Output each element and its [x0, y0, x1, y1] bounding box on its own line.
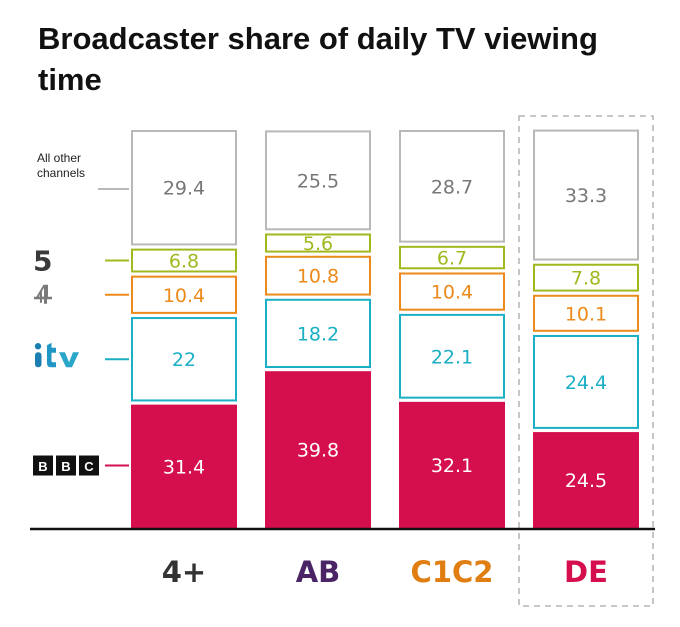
bbc-logo-icon: [33, 455, 53, 476]
legend-other-channels: channels: [37, 166, 85, 180]
data-label-channel5: 6.8: [169, 251, 199, 273]
bar-segment-channel5: [399, 245, 505, 270]
channel5-logo-icon: 5: [33, 245, 52, 278]
data-label-itv: 22: [172, 349, 196, 371]
channel4-logo-icon: [34, 284, 52, 304]
category-label: DE: [564, 555, 608, 589]
bar-segment-itv: [131, 317, 237, 402]
bar-segment-channel4: [399, 272, 505, 311]
category-label: 4+: [162, 555, 206, 589]
data-label-other: 29.4: [163, 178, 205, 200]
data-label-channel5: 7.8: [571, 268, 601, 290]
category-label: AB: [296, 555, 341, 589]
itv-logo-icon: [34, 342, 79, 368]
bar-segment-other: [265, 130, 371, 231]
bar-segment-channel5: [131, 248, 237, 273]
bar-segment-bbc: [265, 371, 371, 528]
bar-segment-bbc: [399, 401, 505, 528]
data-label-channel5: 6.7: [437, 248, 467, 270]
data-label-itv: 22.1: [431, 346, 473, 368]
bar-segment-bbc: [131, 404, 237, 528]
legend-other-channels: All other: [37, 151, 81, 165]
bbc-logo-letter: B: [38, 459, 47, 474]
bar-segment-channel5: [265, 233, 371, 253]
data-label-channel4: 10.8: [297, 266, 339, 288]
data-label-channel5: 5.6: [303, 233, 333, 255]
bbc-logo-letter: C: [84, 459, 94, 474]
bar-segment-itv: [265, 298, 371, 368]
data-label-bbc: 39.8: [297, 440, 339, 462]
data-label-other: 33.3: [565, 185, 607, 207]
bar-segment-other: [131, 130, 237, 246]
data-label-channel4: 10.4: [163, 285, 205, 307]
bbc-logo-letter: B: [61, 459, 70, 474]
data-label-itv: 18.2: [297, 323, 339, 345]
bar-segment-channel4: [533, 294, 639, 332]
bar-segment-channel4: [265, 255, 371, 296]
bar-segment-channel5: [533, 263, 639, 292]
data-label-other: 25.5: [297, 170, 339, 192]
data-label-channel4: 10.4: [431, 282, 473, 304]
data-label-bbc: 24.5: [565, 470, 607, 492]
bar-segment-itv: [399, 313, 505, 399]
category-label: C1C2: [411, 555, 494, 589]
bar-segment-bbc: [533, 432, 639, 528]
data-label-itv: 24.4: [565, 372, 607, 394]
chart-title: Broadcaster share of daily TV viewing ti…: [38, 21, 598, 97]
bar-segment-itv: [533, 334, 639, 429]
bar-segment-channel4: [131, 275, 237, 314]
bar-segment-other: [533, 129, 639, 261]
bbc-logo-icon: [79, 455, 99, 476]
data-label-other: 28.7: [431, 176, 473, 198]
highlight-box: [518, 115, 654, 607]
data-label-channel4: 10.1: [565, 303, 607, 325]
bar-segment-other: [399, 130, 505, 243]
bbc-logo-icon: [56, 455, 76, 476]
data-label-bbc: 32.1: [431, 455, 473, 477]
data-label-bbc: 31.4: [163, 456, 205, 478]
